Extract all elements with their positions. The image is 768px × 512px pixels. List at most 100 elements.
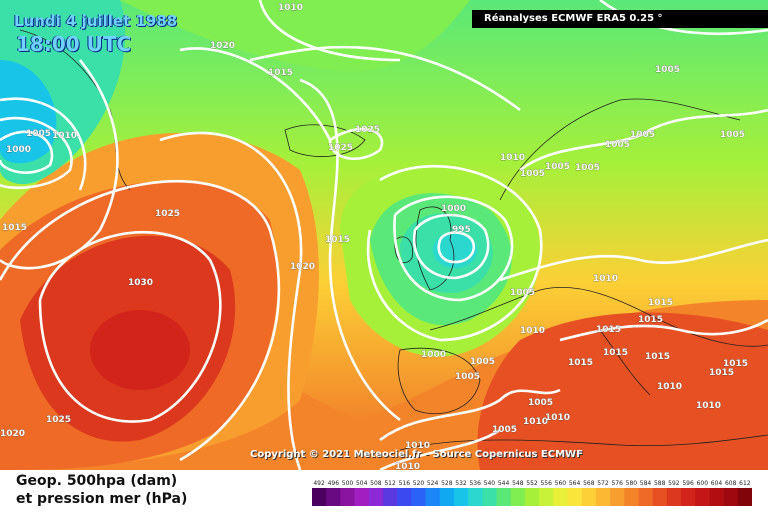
scale-tick-label: 504: [356, 480, 368, 487]
scale-tick-label: 492: [313, 480, 325, 487]
scale-tick-label: 520: [413, 480, 425, 487]
pressure-label: 1030: [128, 278, 153, 288]
pressure-label: 1005: [492, 425, 517, 435]
scale-tick-label: 564: [569, 480, 581, 487]
scale-tick-label: 508: [370, 480, 382, 487]
northern-green-band: [120, 0, 470, 72]
scale-swatch: [439, 488, 455, 506]
scale-swatch: [510, 488, 526, 506]
scale-tick-label: 560: [555, 480, 567, 487]
pressure-label: 1015: [648, 298, 673, 308]
scale-swatch: [595, 488, 611, 506]
coast-iberia: [397, 347, 481, 414]
pressure-label: 1005: [545, 162, 570, 172]
scale-swatch: [539, 488, 554, 506]
pressure-label: 1005: [528, 398, 553, 408]
pressure-label: 1015: [2, 223, 27, 233]
scale-swatch: [681, 488, 696, 506]
scale-tick-label: 584: [640, 480, 652, 487]
pressure-label: 1010: [696, 401, 721, 411]
scale-tick-label: 544: [498, 480, 510, 487]
pressure-label: 1000: [6, 145, 31, 155]
scale-swatch: [624, 488, 639, 506]
pressure-label: 1015: [723, 359, 748, 369]
isobar-1030-atlantic: [38, 230, 222, 423]
coast-north-africa: [399, 434, 768, 451]
pressure-labels: 1010 1020 1015 1005 1010 1000 1025 1025 …: [0, 3, 748, 470]
scale-swatch: [482, 488, 497, 506]
coast-scandinavia: [499, 98, 741, 201]
scale-tick-label: 548: [512, 480, 524, 487]
pressure-label: 1015: [709, 368, 734, 378]
isobar-1020-north: [179, 47, 332, 141]
scale-tick-label: 556: [540, 480, 552, 487]
legend-title-geopotential: Geop. 500hpa (dam): [16, 473, 178, 489]
pressure-label: 1015: [638, 315, 663, 325]
pressure-label: 1015: [268, 68, 293, 78]
color-scale: 492 496 500 504 508 512 516 520 524 528 532 536 540 5…: [312, 480, 752, 506]
scale-swatch: [709, 488, 724, 506]
scale-swatch: [382, 488, 398, 506]
isobar-1000-greenland: [0, 130, 54, 174]
pressure-label: 995: [452, 225, 471, 235]
scale-swatch: [524, 488, 540, 506]
pressure-label: 1005: [455, 372, 480, 382]
scale-swatch: [581, 488, 597, 506]
isobar-1025-atlantic: [0, 180, 281, 462]
isobar-1005-iberia: [379, 388, 561, 442]
scale-swatch: [737, 488, 752, 506]
scale-tick-label: 588: [654, 480, 666, 487]
coast-ireland: [394, 236, 413, 263]
coast-italy: [599, 329, 651, 396]
scale-swatch: [340, 488, 355, 506]
pressure-label: 1015: [596, 325, 621, 335]
scale-tick-label: 500: [342, 480, 354, 487]
pressure-label: 1005: [605, 140, 630, 150]
pressure-label: 1020: [0, 429, 25, 439]
pressure-label: 1020: [290, 262, 315, 272]
isobar-1015-med: [559, 318, 768, 342]
copyright-notice: Copyright © 2021 Meteociel.fr - Source C…: [250, 449, 583, 460]
scale-tick-label: 576: [611, 480, 623, 487]
scale-tick-label: 580: [626, 480, 638, 487]
isobar-1020-atlantic: [159, 131, 303, 470]
weather-map: 1010 1020 1015 1005 1010 1000 1025 1025 …: [0, 0, 768, 470]
isobar-1005-northeast: [599, 0, 768, 35]
pressure-label: 1010: [278, 3, 303, 13]
scale-tick-label: 516: [399, 480, 411, 487]
pressure-label: 1010: [520, 326, 545, 336]
scale-swatch: [652, 488, 668, 506]
pressure-label: 1025: [355, 125, 380, 135]
isobar-1005-europe: [519, 108, 768, 172]
pressure-label: 1015: [568, 358, 593, 368]
scale-swatch: [425, 488, 441, 506]
pressure-label: 1005: [510, 288, 535, 298]
scale-swatch: [610, 488, 625, 506]
scale-tick-label: 512: [384, 480, 396, 487]
time-title: 18:00 UTC: [16, 32, 132, 56]
pressure-label: 1025: [328, 143, 353, 153]
pressure-label: 1015: [603, 348, 628, 358]
scale-tick-label: 612: [739, 480, 751, 487]
scale-tick-label: 604: [711, 480, 723, 487]
isobar-1010-north: [258, 0, 401, 62]
pressure-label: 1010: [500, 153, 525, 163]
scale-swatch: [666, 488, 682, 506]
atlantic-high-center: [90, 310, 190, 390]
scale-swatch: [496, 488, 512, 506]
scale-tick-label: 568: [583, 480, 595, 487]
pressure-label: 1005: [655, 65, 680, 75]
pressure-label: 1015: [325, 235, 350, 245]
isobar-1010-greenland: [0, 97, 87, 191]
scale-swatch: [453, 488, 469, 506]
pressure-label: 1010: [395, 462, 420, 470]
isobar-1010-trough: [366, 164, 543, 342]
pressure-label: 1005: [630, 130, 655, 140]
isobar-1015-atlantic: [299, 78, 401, 422]
pressure-label: 1005: [575, 163, 600, 173]
pressure-label: 1010: [545, 413, 570, 423]
scale-swatch: [397, 488, 412, 506]
isobar-1015-north: [249, 45, 521, 112]
pressure-label: 1010: [523, 417, 548, 427]
isobar-1000-trough: [412, 213, 490, 280]
